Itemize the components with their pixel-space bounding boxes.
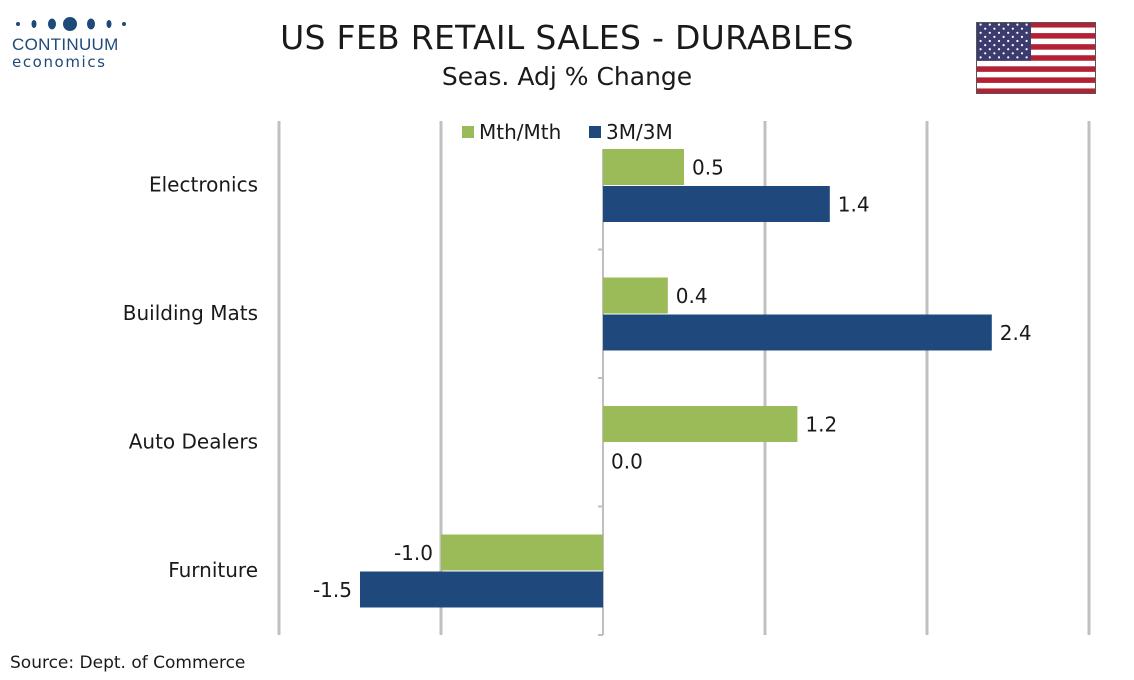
bar-3m-building-mats	[603, 314, 992, 351]
bar-mth-electronics	[603, 149, 684, 185]
logo-dots-icon	[12, 14, 142, 34]
category-label: Electronics	[149, 172, 258, 196]
category-label: Furniture	[168, 558, 258, 582]
data-label: 1.2	[805, 413, 837, 437]
legend-3m-label: 3M/3M	[606, 120, 673, 144]
data-label: -1.5	[313, 578, 352, 602]
bar-3m-electronics	[603, 186, 830, 222]
source-note: Source: Dept. of Commerce	[10, 653, 246, 673]
legend-mth-label: Mth/Mth	[479, 120, 561, 144]
chart-subtitle: Seas. Adj % Change	[441, 62, 693, 91]
data-label: -1.0	[394, 541, 433, 565]
us-flag-icon	[976, 22, 1096, 98]
legend-3m-swatch	[589, 126, 601, 138]
category-label: Auto Dealers	[129, 429, 258, 453]
bar-mth-building-mats	[603, 277, 668, 314]
data-label: 1.4	[838, 193, 870, 217]
bar-mth-auto-dealers	[603, 406, 798, 442]
bar-mth-furniture	[441, 534, 603, 571]
logo-name: CONTINUUM	[12, 35, 119, 54]
category-label: Building Mats	[123, 301, 258, 325]
data-label: 0.5	[692, 156, 724, 180]
continuum-logo: CONTINUUM economics	[12, 14, 142, 70]
data-label: 2.4	[1000, 321, 1032, 345]
legend-mth-swatch	[462, 126, 474, 138]
logo-subtitle: economics	[12, 53, 107, 71]
bar-3m-furniture	[360, 571, 603, 608]
data-label: 0.4	[676, 284, 708, 308]
data-label: 0.0	[611, 450, 643, 474]
chart-title: US FEB RETAIL SALES - DURABLES	[280, 18, 854, 57]
